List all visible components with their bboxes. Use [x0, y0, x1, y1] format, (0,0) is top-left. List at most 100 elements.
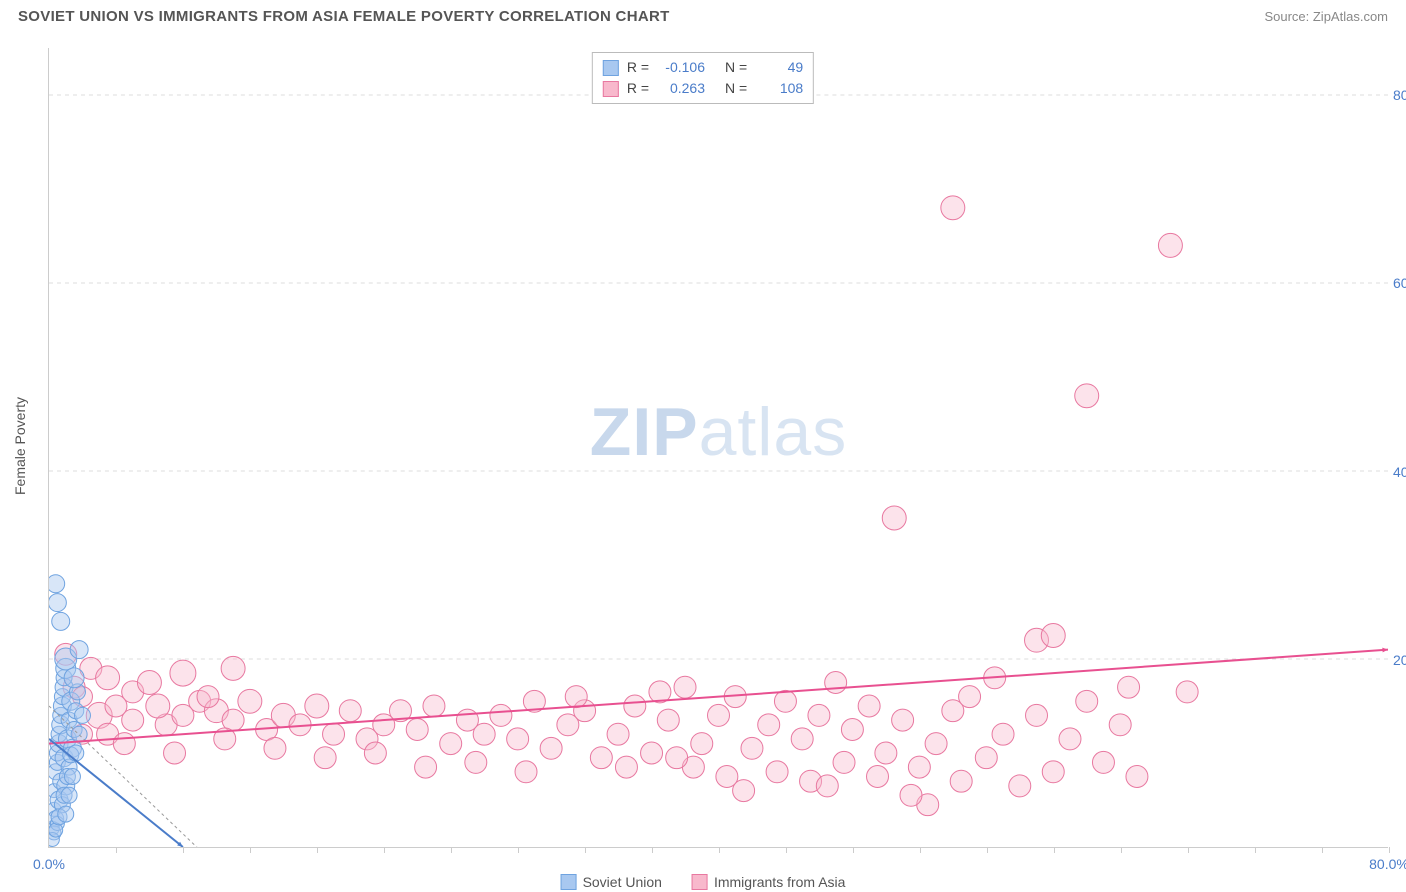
legend-swatch: [561, 874, 577, 890]
data-point: [950, 770, 972, 792]
data-point: [900, 784, 922, 806]
data-point: [58, 806, 74, 822]
legend-label: Immigrants from Asia: [714, 874, 845, 890]
data-point: [565, 686, 587, 708]
data-point: [624, 695, 646, 717]
data-point: [146, 694, 170, 718]
data-point: [415, 756, 437, 778]
ytick-label: 40.0%: [1393, 464, 1406, 480]
legend-n-value: 49: [759, 57, 803, 78]
data-point: [1092, 751, 1114, 773]
legend-r-prefix: R =: [627, 78, 649, 99]
data-point: [733, 780, 755, 802]
data-point: [1059, 728, 1081, 750]
data-point: [941, 196, 965, 220]
data-point: [959, 686, 981, 708]
data-point: [641, 742, 663, 764]
legend-row: R = 0.263 N = 108: [603, 78, 803, 99]
data-point: [758, 714, 780, 736]
data-point: [305, 694, 329, 718]
legend-r-value: 0.263: [661, 78, 705, 99]
data-point: [833, 751, 855, 773]
data-point: [741, 737, 763, 759]
xtick-label: 0.0%: [33, 856, 65, 872]
data-point: [691, 733, 713, 755]
data-point: [170, 660, 196, 686]
chart-header: SOVIET UNION VS IMMIGRANTS FROM ASIA FEM…: [0, 0, 1406, 29]
legend-swatch: [603, 60, 619, 76]
data-point: [64, 668, 84, 688]
data-point: [122, 709, 144, 731]
data-point: [70, 641, 88, 659]
data-point: [867, 766, 889, 788]
data-point: [908, 756, 930, 778]
data-point: [1158, 233, 1182, 257]
data-point: [1109, 714, 1131, 736]
data-point: [52, 612, 70, 630]
data-point: [1126, 766, 1148, 788]
y-axis-label: Female Poverty: [12, 397, 28, 495]
data-point: [766, 761, 788, 783]
ytick-label: 20.0%: [1393, 652, 1406, 668]
data-point: [992, 723, 1014, 745]
chart-container: ZIPatlas 20.0%40.0%60.0%80.0% 0.0%80.0%: [48, 48, 1388, 848]
data-point: [473, 723, 495, 745]
data-point: [164, 742, 186, 764]
data-point: [1118, 676, 1140, 698]
plot-area: ZIPatlas 20.0%40.0%60.0%80.0% 0.0%80.0%: [48, 48, 1388, 848]
data-point: [64, 769, 80, 785]
legend-r-prefix: R =: [627, 57, 649, 78]
legend-swatch: [603, 81, 619, 97]
data-point: [68, 745, 84, 761]
legend-n-value: 108: [759, 78, 803, 99]
data-point: [465, 751, 487, 773]
data-point: [96, 666, 120, 690]
legend-item: Soviet Union: [561, 874, 662, 890]
data-point: [925, 733, 947, 755]
series-legend: Soviet Union Immigrants from Asia: [561, 874, 846, 890]
data-point: [808, 704, 830, 726]
data-point: [540, 737, 562, 759]
legend-item: Immigrants from Asia: [692, 874, 845, 890]
ytick-label: 80.0%: [1393, 87, 1406, 103]
data-point: [323, 723, 345, 745]
data-point: [264, 737, 286, 759]
data-point: [113, 733, 135, 755]
data-point: [825, 672, 847, 694]
data-point: [74, 707, 90, 723]
data-point: [1026, 704, 1048, 726]
data-point: [172, 704, 194, 726]
data-point: [892, 709, 914, 731]
chart-title: SOVIET UNION VS IMMIGRANTS FROM ASIA FEM…: [18, 8, 670, 25]
correlation-legend: R = -0.106N = 49R = 0.263N = 108: [592, 52, 814, 104]
data-point: [197, 686, 219, 708]
data-point: [882, 506, 906, 530]
plot-svg: [49, 48, 1388, 847]
data-point: [1042, 761, 1064, 783]
data-point: [708, 704, 730, 726]
data-point: [875, 742, 897, 764]
data-point: [339, 700, 361, 722]
data-point: [774, 690, 796, 712]
data-point: [1041, 624, 1065, 648]
data-point: [858, 695, 880, 717]
legend-n-prefix: N =: [725, 78, 747, 99]
legend-label: Soviet Union: [583, 874, 662, 890]
data-point: [975, 747, 997, 769]
data-point: [1076, 690, 1098, 712]
ytick-label: 60.0%: [1393, 275, 1406, 291]
data-point: [1009, 775, 1031, 797]
data-point: [674, 676, 696, 698]
data-point: [61, 787, 77, 803]
data-point: [515, 761, 537, 783]
data-point: [657, 709, 679, 731]
data-point: [615, 756, 637, 778]
data-point: [406, 719, 428, 741]
data-point: [49, 575, 65, 593]
data-point: [607, 723, 629, 745]
data-point: [1075, 384, 1099, 408]
data-point: [238, 689, 262, 713]
legend-swatch: [692, 874, 708, 890]
data-point: [816, 775, 838, 797]
data-point: [423, 695, 445, 717]
